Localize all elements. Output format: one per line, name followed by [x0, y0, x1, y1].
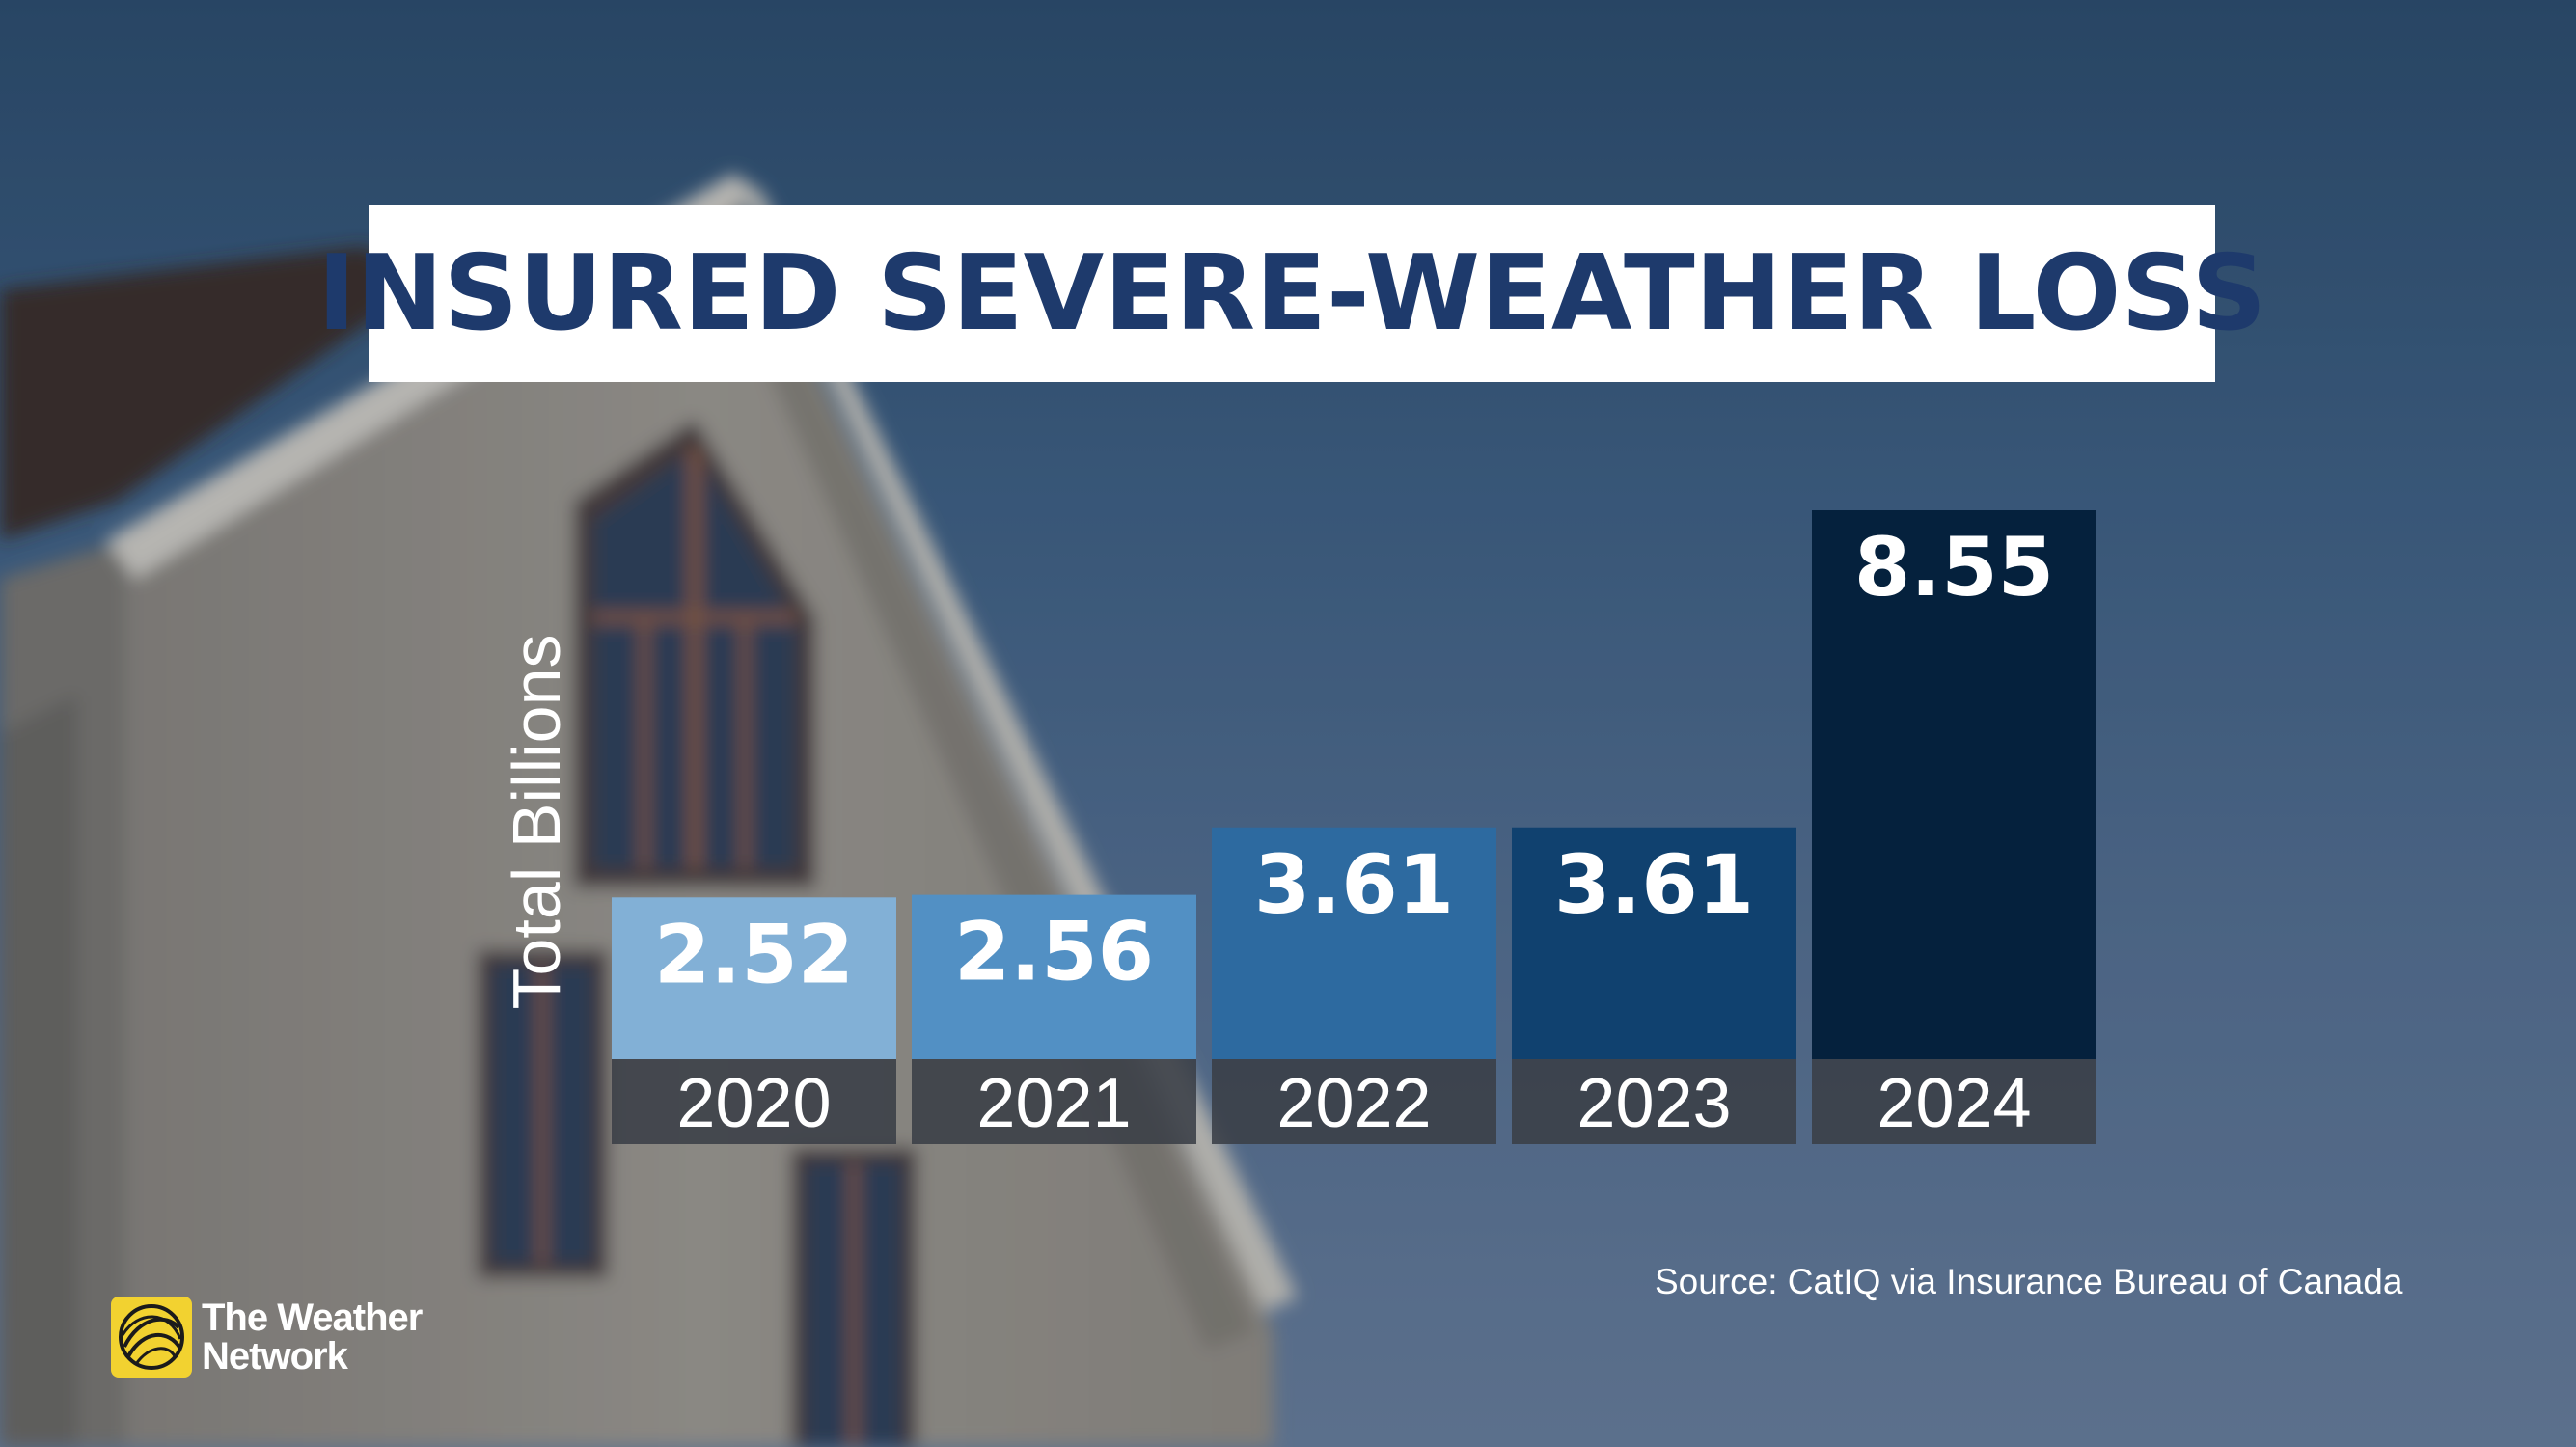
year-strip-2023: [1512, 1059, 1796, 1144]
bar-2021: [912, 894, 1196, 1059]
bar-value-label-2022: 3.61: [1254, 837, 1454, 932]
x-tick-label-2021: 2021: [976, 1065, 1131, 1142]
brand-line-2: Network: [202, 1335, 348, 1378]
year-strip-2020: [612, 1059, 896, 1144]
x-tick-label-2020: 2020: [676, 1065, 831, 1142]
year-strip-2022: [1212, 1059, 1496, 1144]
bar-value-label-2021: 2.56: [954, 905, 1154, 999]
bar-value-label-2020: 2.52: [654, 907, 854, 1001]
bar-2022: [1212, 827, 1496, 1059]
source-note: Source: CatIQ via Insurance Bureau of Ca…: [1655, 1262, 2403, 1301]
chart-title-box: INSURED SEVERE-WEATHER LOSS: [317, 205, 2266, 382]
x-tick-label-2023: 2023: [1576, 1065, 1731, 1142]
x-tick-label-2022: 2022: [1276, 1065, 1431, 1142]
bar-2024: [1812, 509, 2096, 1059]
year-strip-2024: [1812, 1059, 2096, 1144]
year-strip-2021: [912, 1059, 1196, 1144]
brand-line-1: The Weather: [202, 1297, 423, 1339]
bar-value-label-2023: 3.61: [1554, 837, 1754, 932]
bar-2023: [1512, 827, 1796, 1059]
bar-value-label-2024: 8.55: [1854, 520, 2054, 614]
x-tick-label-2024: 2024: [1877, 1065, 2031, 1142]
brand-logo: The Weather Network: [111, 1296, 423, 1379]
chart-title: INSURED SEVERE-WEATHER LOSS: [316, 232, 2267, 354]
brand-name: The Weather Network: [202, 1297, 423, 1378]
globe-logo-icon: [111, 1297, 192, 1378]
bar-2020: [612, 897, 896, 1059]
